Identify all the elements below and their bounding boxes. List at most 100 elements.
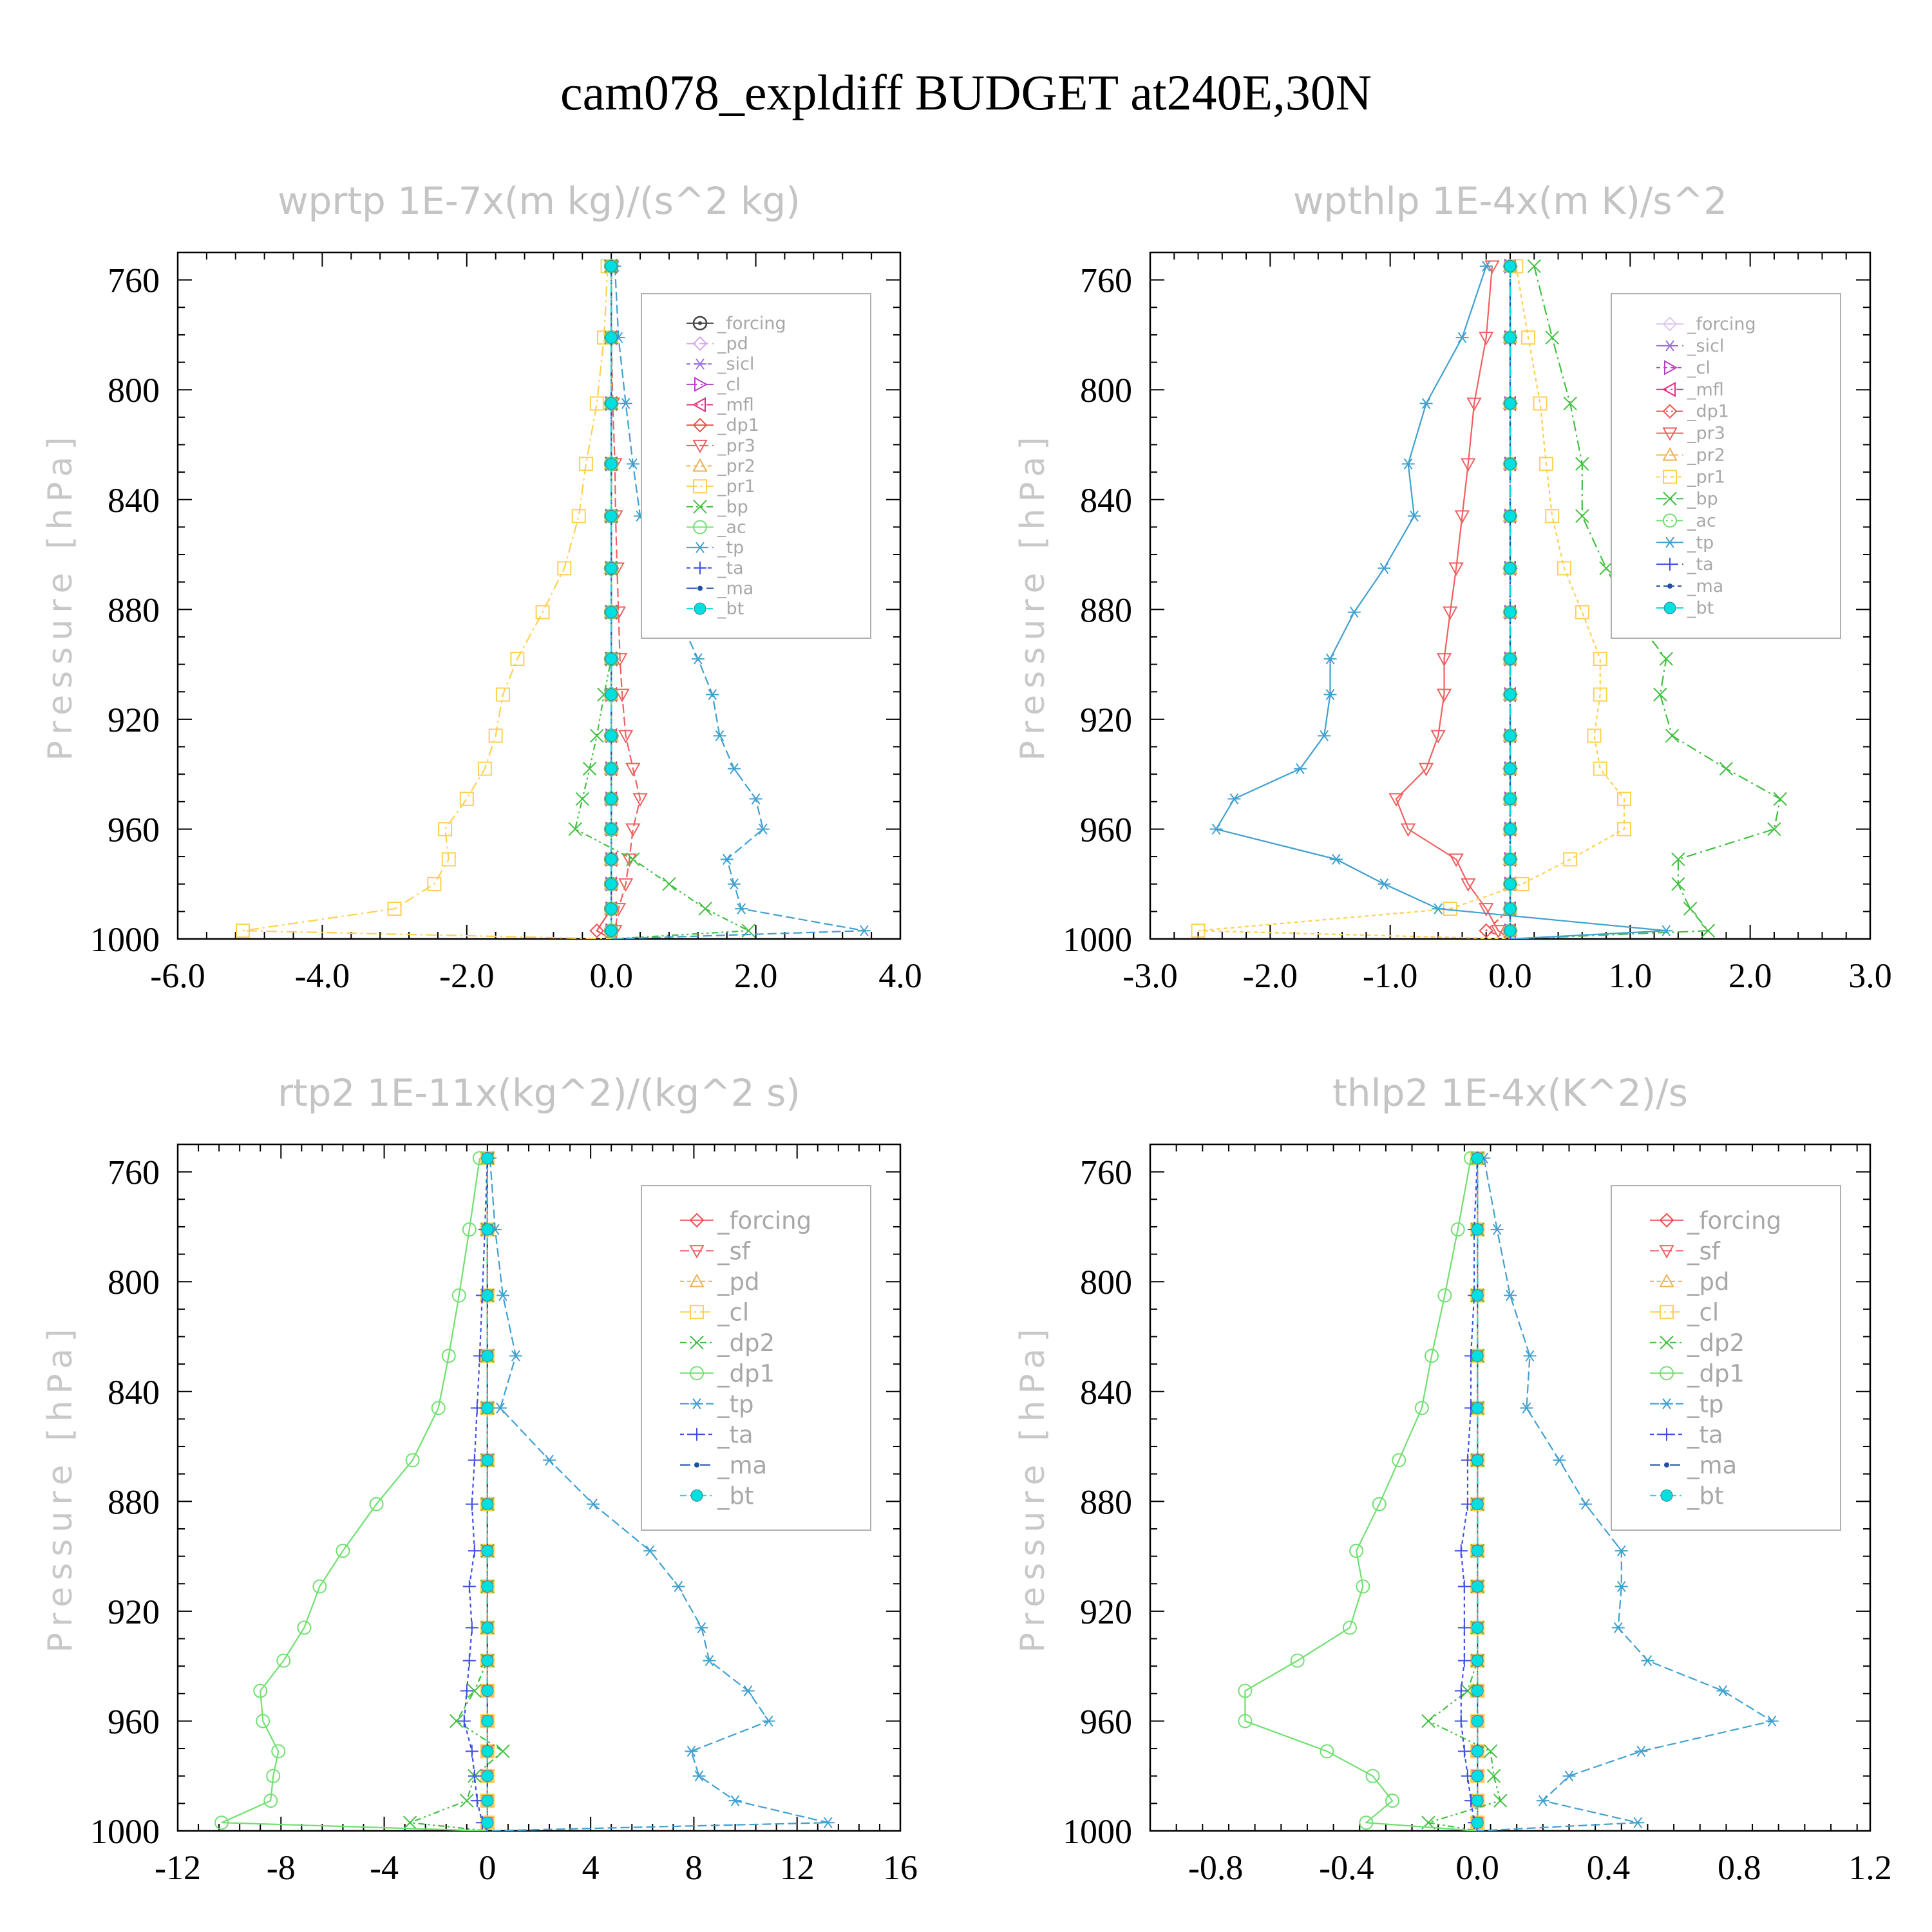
data-point-bt <box>1504 902 1517 915</box>
series-line-bp <box>574 266 752 939</box>
legend-label: _ma <box>1687 576 1723 596</box>
data-point-bt <box>1504 924 1517 937</box>
data-point-dp1 <box>1359 1815 1374 1830</box>
data-point-bt <box>1471 1401 1484 1414</box>
data-point-bt <box>1504 509 1517 522</box>
y-tick-label: 760 <box>108 261 160 300</box>
legend-label: _dp1 <box>1687 402 1729 422</box>
legend-label: _tp <box>717 1390 754 1418</box>
legend: _forcing_sf _pd_cl _dp2_dp1 _tp _ta _ma _bt <box>641 1185 871 1531</box>
legend-label: _sf <box>1687 1237 1721 1265</box>
data-point-tp <box>1347 606 1361 618</box>
legend-label: _ta <box>1687 1421 1723 1448</box>
data-point-bt <box>1471 1745 1484 1757</box>
data-point-dp1 <box>405 1453 420 1468</box>
data-point-tp <box>1660 925 1673 936</box>
legend-label: _tp <box>717 538 744 558</box>
data-point-ta <box>1457 1654 1471 1667</box>
data-point-pr3 <box>1479 332 1494 346</box>
data-point-bt <box>1504 688 1517 701</box>
data-point-pr3 <box>618 730 634 744</box>
legend-marker <box>690 1398 703 1410</box>
data-point-bt <box>1504 397 1517 410</box>
legend-label: _bt <box>1687 598 1714 618</box>
legend: _forcing_pd_sicl_cl_mfl_dp1_pr3_pr2_pr1_… <box>641 293 871 639</box>
data-point-bt <box>605 652 618 665</box>
data-point-pr3 <box>625 823 641 837</box>
legend-box <box>1611 293 1841 639</box>
data-point-bt <box>1471 1544 1484 1557</box>
data-point-bt <box>481 1544 494 1557</box>
legend-label: _pr2 <box>1687 446 1725 466</box>
series-line-dp1 <box>1244 1158 1478 1831</box>
chart-panel-thlp2: thlp2 1E-4x(K^2)/s Pressure [hPa] -0.8 -0.4… <box>1014 1071 1892 1887</box>
data-point-bp <box>698 902 712 916</box>
data-point-dp1 <box>1372 1497 1387 1511</box>
y-tick-label: 1000 <box>1063 1812 1132 1851</box>
legend-marker <box>1660 1336 1674 1350</box>
legend-marker <box>1663 601 1676 614</box>
legend-marker <box>1663 558 1676 571</box>
chart-panel-wprtp: wprtp 1E-7x(m kg)/(s^2 kg) Pressure [hPa]… <box>41 179 922 995</box>
data-point-ta <box>1457 1580 1471 1593</box>
x-tick-label: 0.0 <box>1488 956 1532 995</box>
data-point-pr3 <box>1436 688 1452 703</box>
data-point-tp <box>1615 1580 1628 1593</box>
data-point-dp1 <box>1385 1794 1400 1808</box>
data-point-tp <box>727 763 741 775</box>
data-point-tp <box>619 397 632 410</box>
data-point-pr1 <box>488 728 503 743</box>
data-point-tp <box>587 1498 600 1510</box>
legend-box <box>641 293 871 639</box>
y-tick-label: 960 <box>1080 1702 1132 1741</box>
data-point-dp1 <box>336 1544 350 1558</box>
data-point-pr1 <box>387 902 402 916</box>
chart-panel-rtp2: rtp2 1E-11x(kg^2)/(kg^2 s) Pressure [hPa]… <box>41 1071 918 1887</box>
data-point-bp <box>1575 509 1589 524</box>
x-tick-label: -0.4 <box>1319 1848 1374 1887</box>
data-point-dp1 <box>253 1683 268 1698</box>
data-point-pr1 <box>1520 330 1535 345</box>
legend-label: _forcing <box>717 1207 811 1235</box>
data-point-bt <box>605 729 618 742</box>
data-point-tp <box>1615 1545 1628 1557</box>
data-point-dp1 <box>1450 1222 1465 1237</box>
legend-label: _pr1 <box>717 477 755 497</box>
data-point-dp1 <box>271 1744 286 1759</box>
legend-label: _dp2 <box>1687 1329 1745 1357</box>
legend-marker <box>1660 1398 1673 1410</box>
y-tick-label: 760 <box>1080 261 1132 300</box>
data-point-ta <box>468 1769 481 1783</box>
legend-marker <box>690 1428 703 1441</box>
data-point-tp <box>643 1545 657 1557</box>
data-point-bp <box>1701 923 1716 938</box>
data-point-tp <box>695 1622 708 1634</box>
x-tick-label: -0.8 <box>1188 1848 1243 1887</box>
data-point-tp <box>493 1402 507 1414</box>
data-point-tp <box>1323 653 1337 665</box>
data-point-dp2 <box>402 1815 417 1830</box>
legend-label: _pd <box>717 334 748 354</box>
series-line-tp <box>1215 265 1667 939</box>
data-point-tp <box>691 653 705 665</box>
legend-label: _bp <box>1687 489 1718 509</box>
data-point-dp2 <box>1483 1744 1498 1759</box>
data-point-bp <box>1665 728 1680 743</box>
data-point-bp <box>1653 687 1667 702</box>
legend-marker <box>692 316 708 331</box>
figure-title: cam078_expldiff BUDGET at240E,30N <box>560 64 1372 120</box>
x-tick-label: 2.0 <box>734 956 778 995</box>
legend-marker <box>690 1489 703 1502</box>
series-line-dp1 <box>221 1158 488 1831</box>
data-point-bp <box>1773 791 1787 806</box>
data-point-ta <box>462 1580 476 1593</box>
data-point-bt <box>1504 331 1517 344</box>
data-point-dp2 <box>496 1744 510 1759</box>
legend-label: _forcing <box>717 314 786 334</box>
data-point-tp <box>1419 397 1433 410</box>
data-point-bt <box>605 793 618 806</box>
legend-label: _ma <box>717 1452 767 1479</box>
data-point-bt <box>481 1401 494 1414</box>
data-point-ta <box>462 1654 476 1667</box>
legend-label: _pr3 <box>1687 424 1725 444</box>
